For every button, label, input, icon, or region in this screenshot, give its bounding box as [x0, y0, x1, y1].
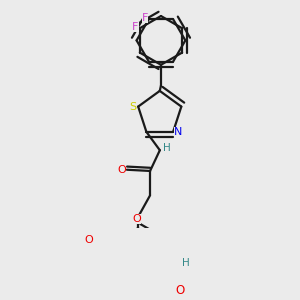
Text: O: O — [117, 165, 126, 175]
Text: H: H — [163, 143, 170, 153]
Text: O: O — [85, 235, 93, 245]
Text: F: F — [132, 22, 139, 32]
Text: F: F — [142, 13, 148, 23]
Text: O: O — [132, 214, 141, 224]
Text: O: O — [175, 284, 184, 298]
Text: N: N — [174, 127, 183, 137]
Text: S: S — [129, 102, 137, 112]
Text: H: H — [182, 258, 190, 268]
